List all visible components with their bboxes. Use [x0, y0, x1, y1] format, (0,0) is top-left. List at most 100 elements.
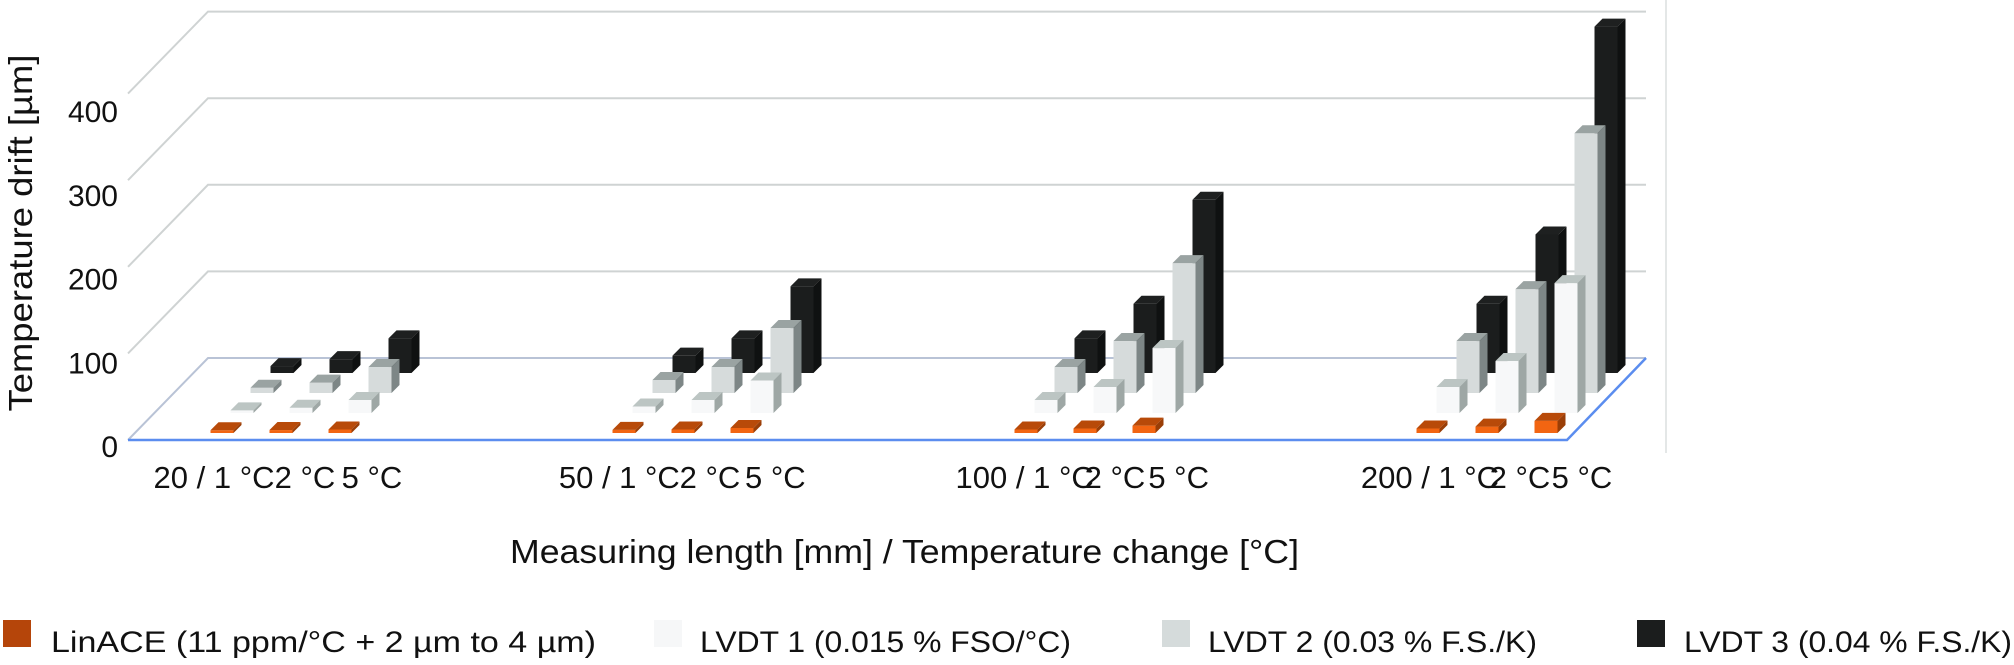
bar-side — [1597, 125, 1606, 393]
bar-2-200-1 — [1436, 379, 1468, 413]
bar-top — [1152, 340, 1184, 349]
bar-front — [309, 382, 333, 393]
bar-top — [1515, 281, 1547, 290]
bar-top — [230, 402, 262, 411]
bar-2-20-2 — [289, 399, 321, 413]
y-tick-label: 300 — [68, 180, 118, 213]
bar-top — [790, 278, 822, 287]
bar-top — [1073, 420, 1105, 429]
bar-side — [293, 358, 302, 373]
legend: LinACE (11 ppm/°C + 2 µm to 4 µm) LVDT 1 … — [3, 620, 2012, 659]
legend-swatch — [1637, 620, 1665, 647]
x-category-label: 5 °C — [1148, 460, 1209, 495]
bar-side — [1195, 255, 1204, 393]
legend-item: LinACE (11 ppm/°C + 2 µm to 4 µm) — [3, 620, 596, 659]
bar-top — [329, 351, 361, 360]
bar-front — [329, 359, 353, 373]
bar-front — [250, 387, 274, 393]
x-category-label: 50 / 1 °C — [559, 460, 680, 495]
bar-1-200-1 — [1416, 420, 1448, 433]
bar-side — [1577, 275, 1586, 413]
bar-front — [750, 380, 774, 413]
bar-top — [1133, 295, 1165, 304]
bar-1-50-1 — [612, 421, 644, 433]
bar-side — [1439, 420, 1448, 433]
bar-side — [352, 351, 361, 373]
bar-front — [1093, 387, 1117, 413]
bar-side — [292, 422, 301, 433]
x-category-label: 200 / 1 °C — [1361, 460, 1499, 495]
bar-top — [750, 372, 782, 381]
bar-side — [332, 374, 341, 393]
bar-top — [770, 320, 802, 329]
bar-side — [1215, 191, 1224, 373]
y-axis-ticks: 0 100 200 300 400 — [68, 96, 118, 464]
bar-top — [1034, 392, 1066, 401]
bar-top — [691, 392, 723, 401]
bar-1-100-2 — [1073, 420, 1105, 433]
legend-label: LVDT 2 (0.03 % F.S./K) — [1208, 626, 1537, 659]
bar-side — [233, 422, 242, 433]
bar-side — [655, 398, 664, 413]
bar-1-100-1 — [1014, 421, 1046, 433]
bar-top — [1192, 191, 1224, 200]
bar-front — [210, 430, 234, 433]
bar-side — [411, 330, 420, 373]
bar-2-200-2 — [1495, 353, 1527, 413]
bar-top — [731, 330, 763, 339]
x-axis-title: Measuring length [mm] / Temperature chan… — [510, 533, 1299, 570]
bar-side — [1518, 353, 1527, 413]
bar-front — [730, 427, 754, 433]
bar-side — [1116, 379, 1125, 413]
bar-top — [1093, 379, 1125, 388]
bar-front — [328, 429, 352, 433]
x-category-label: 5 °C — [1552, 460, 1613, 495]
bar-2-100-2 — [1093, 379, 1125, 413]
gridline-300 — [127, 97, 1646, 181]
bar-top — [632, 398, 664, 407]
x-category-label: 2 °C — [1085, 460, 1146, 495]
bar-front — [1554, 283, 1578, 413]
bar-front — [672, 355, 696, 373]
x-axis-category-labels: 20 / 1 °C 2 °C 5 °C 50 / 1 °C 2 °C 5 °C 100 / … — [154, 460, 1613, 495]
bar-side — [1057, 392, 1066, 413]
bar-1-200-2 — [1475, 418, 1507, 433]
bar-3-20-1 — [250, 379, 282, 393]
bar-side — [694, 421, 703, 433]
bar-side — [1077, 359, 1086, 393]
bar-front — [1034, 400, 1058, 413]
bar-1-20-2 — [269, 422, 301, 433]
bar-side — [793, 320, 802, 393]
bar-top — [1535, 226, 1567, 235]
bar-side — [273, 379, 282, 393]
bar-top — [250, 379, 282, 388]
bar-1-100-3 — [1132, 417, 1164, 433]
bar-top — [1416, 420, 1448, 429]
x-category-label: 2 °C — [680, 460, 741, 495]
bar-top — [388, 330, 420, 339]
bar-top — [1476, 295, 1508, 304]
legend-label: LVDT 1 (0.015 % FSO/°C) — [700, 626, 1071, 659]
bar-2-200-3 — [1554, 275, 1586, 413]
legend-item: LVDT 1 (0.015 % FSO/°C) — [654, 620, 1071, 659]
floor-front-edge — [128, 357, 1647, 442]
bar-4-20-1 — [270, 358, 302, 373]
bar-2-50-1 — [632, 398, 664, 413]
bar-top — [652, 372, 684, 381]
bar-top — [730, 419, 762, 428]
bar-top — [1534, 412, 1566, 421]
bar-front — [652, 380, 676, 393]
bar-front — [289, 407, 313, 413]
bar-top — [671, 421, 703, 430]
bar-top — [612, 421, 644, 430]
bars — [210, 18, 1626, 433]
x-category-label: 5 °C — [342, 460, 403, 495]
gridline-100 — [127, 270, 1646, 355]
bar-side — [1136, 333, 1145, 393]
gridline-400 — [127, 10, 1646, 95]
bar-3-20-3 — [368, 359, 400, 393]
x-category-label: 2 °C — [275, 460, 336, 495]
bar-top — [1475, 418, 1507, 427]
bar-1-20-1 — [210, 422, 242, 433]
bar-top — [289, 399, 321, 408]
